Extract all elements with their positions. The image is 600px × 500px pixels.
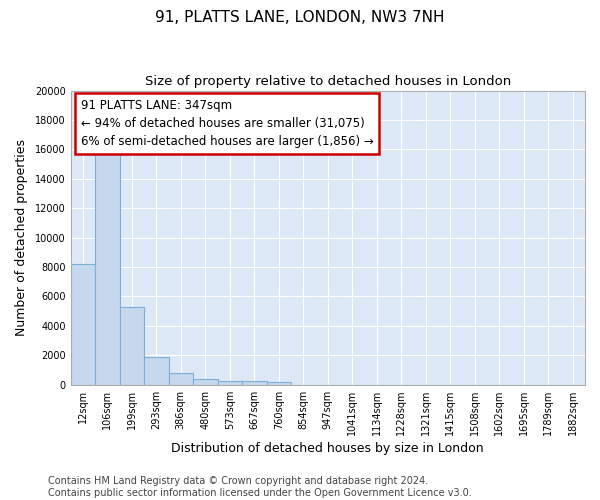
Text: 91 PLATTS LANE: 347sqm
← 94% of detached houses are smaller (31,075)
6% of semi-: 91 PLATTS LANE: 347sqm ← 94% of detached…	[81, 100, 374, 148]
Bar	[218, 380, 242, 384]
Bar	[95, 140, 119, 384]
Bar	[169, 373, 193, 384]
Y-axis label: Number of detached properties: Number of detached properties	[15, 139, 28, 336]
Bar	[119, 306, 144, 384]
Bar	[71, 264, 95, 384]
Text: Contains HM Land Registry data © Crown copyright and database right 2024.
Contai: Contains HM Land Registry data © Crown c…	[48, 476, 472, 498]
Bar	[144, 358, 169, 384]
Bar	[266, 382, 291, 384]
X-axis label: Distribution of detached houses by size in London: Distribution of detached houses by size …	[172, 442, 484, 455]
Text: 91, PLATTS LANE, LONDON, NW3 7NH: 91, PLATTS LANE, LONDON, NW3 7NH	[155, 10, 445, 25]
Title: Size of property relative to detached houses in London: Size of property relative to detached ho…	[145, 75, 511, 88]
Bar	[193, 379, 218, 384]
Bar	[242, 382, 266, 384]
